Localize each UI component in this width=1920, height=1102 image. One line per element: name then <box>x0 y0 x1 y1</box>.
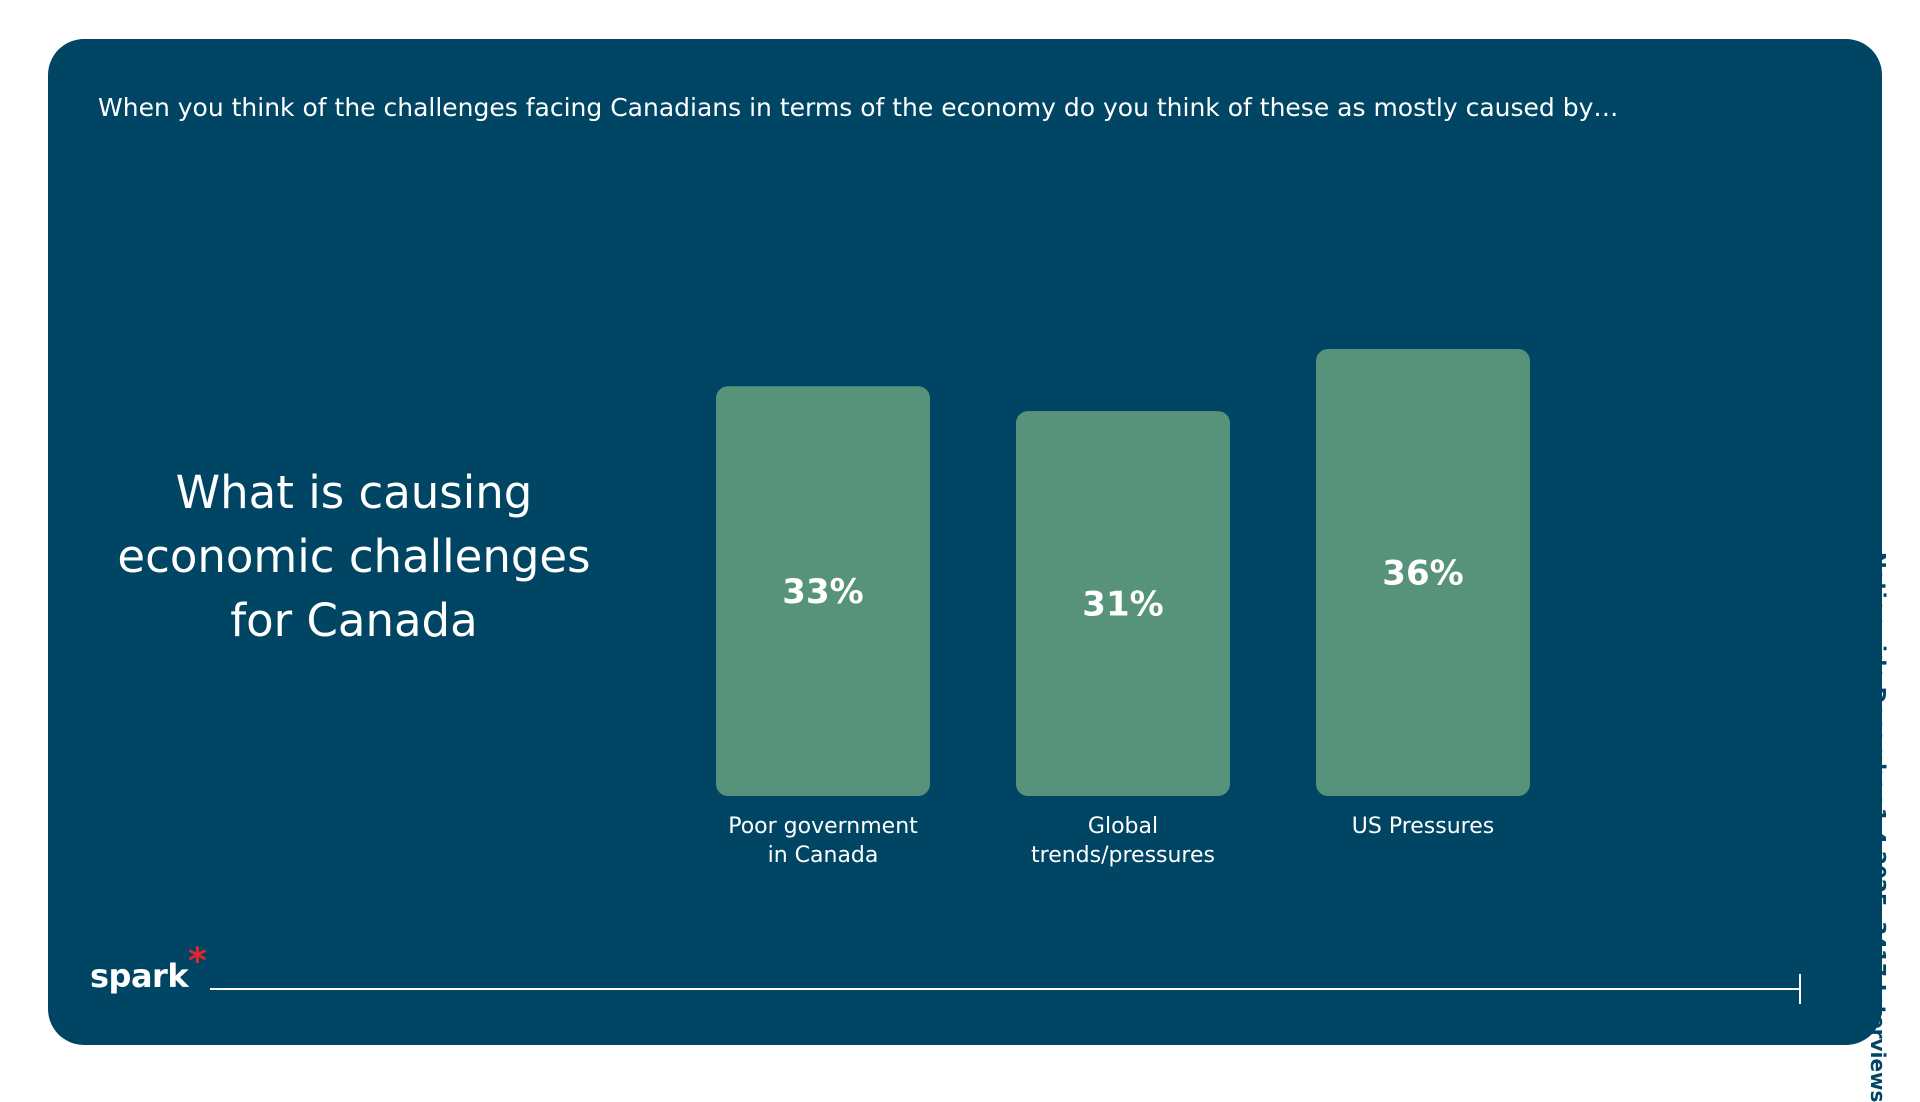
slide-headline: What is causing economic challenges for … <box>104 461 604 653</box>
category-label-1: Global trends/pressures <box>1031 814 1215 868</box>
bar-2 <box>1316 349 1530 796</box>
bar-value-label-0: 33% <box>782 572 863 612</box>
footer-rule <box>210 988 1800 990</box>
survey-question: When you think of the challenges facing … <box>98 93 1619 122</box>
slide-panel: When you think of the challenges facing … <box>48 39 1882 1045</box>
headline-line-1: What is causing <box>175 466 533 519</box>
bar-value-label-2: 36% <box>1382 554 1463 594</box>
bar-1 <box>1016 411 1230 796</box>
category-label-2: US Pressures <box>1352 814 1494 839</box>
spark-logo: spark * <box>90 941 207 995</box>
fieldwork-note: Nationwide December 1-4 2025, 3417 Inter… <box>1866 552 1890 1102</box>
logo-asterisk-icon: * <box>188 941 207 982</box>
headline-line-2: economic challenges <box>117 530 591 583</box>
bar-0 <box>716 386 930 796</box>
bar-chart: 33% Poor government in Canada 31% Global tren… <box>716 349 1530 868</box>
headline-line-3: for Canada <box>230 594 478 647</box>
category-label-0: Poor government in Canada <box>728 814 918 868</box>
footer-rule-end <box>1799 974 1801 1004</box>
logo-text: spark <box>90 957 189 995</box>
bar-value-label-1: 31% <box>1082 585 1163 625</box>
